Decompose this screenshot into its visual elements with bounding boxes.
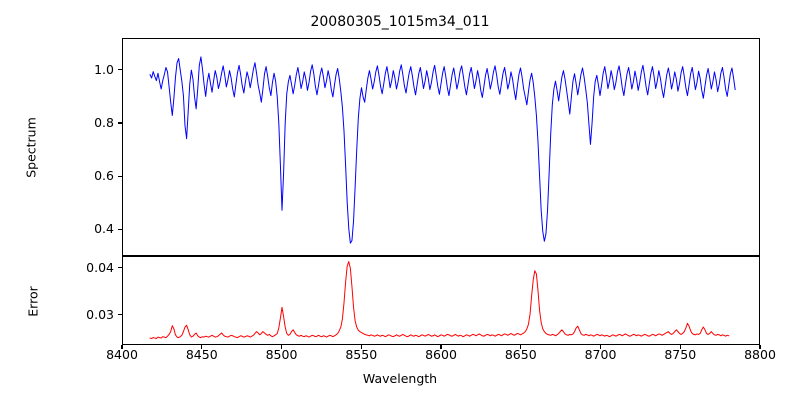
x-tick-label-wrap: 8400 bbox=[92, 347, 152, 363]
y-tickmark bbox=[118, 313, 122, 316]
error-y-axis-label: Error bbox=[25, 286, 41, 317]
spectrum-y-tick-label: 1.0 bbox=[94, 61, 114, 77]
y-tick-label-wrap: 0.03 bbox=[62, 306, 114, 322]
x-tick-label: 8500 bbox=[265, 347, 298, 362]
spectrum-y-tick-label: 0.6 bbox=[94, 168, 114, 184]
x-tickmark bbox=[679, 345, 681, 349]
x-tick-label: 8800 bbox=[744, 347, 776, 362]
x-tick-label: 8600 bbox=[425, 347, 457, 362]
spectrum-y-axis-label: Spectrum bbox=[23, 117, 39, 178]
spectrum-panel-line bbox=[150, 57, 735, 243]
x-tick-label-wrap: 8450 bbox=[172, 347, 232, 363]
x-tickmark bbox=[599, 345, 602, 349]
x-tick-label-wrap: 8600 bbox=[411, 347, 471, 363]
y-tickmark bbox=[118, 122, 122, 124]
y-tick-label-wrap: 0.8 bbox=[62, 115, 114, 131]
y-tick-label-wrap: 1.0 bbox=[62, 61, 114, 77]
x-tickmark bbox=[121, 345, 123, 349]
x-tick-label-wrap: 8700 bbox=[571, 347, 631, 363]
y-tickmark bbox=[118, 69, 122, 71]
x-tick-label: 8650 bbox=[504, 347, 537, 362]
y-tickmark bbox=[118, 228, 122, 230]
spectrum-y-tick-label: 0.8 bbox=[94, 115, 114, 131]
y-tick-label-wrap: 0.6 bbox=[62, 168, 114, 184]
y-tickmark bbox=[118, 267, 122, 269]
y-tick-label-wrap: 0.4 bbox=[62, 221, 114, 237]
error-y-tick-label: 0.03 bbox=[86, 306, 114, 322]
x-tick-label-wrap: 8500 bbox=[252, 347, 312, 363]
x-tickmark bbox=[440, 345, 442, 349]
x-tickmark bbox=[759, 345, 761, 349]
x-tick-label-wrap: 8750 bbox=[650, 347, 710, 363]
x-tick-label: 8450 bbox=[185, 347, 218, 362]
x-tick-label: 8750 bbox=[664, 347, 697, 362]
spectrum-plot-area bbox=[123, 39, 759, 255]
x-axis-label: Wavelength bbox=[362, 371, 438, 386]
x-tick-label: 8700 bbox=[584, 347, 617, 362]
x-tick-label-wrap: 8800 bbox=[730, 347, 790, 363]
spectrum-y-tick-label: 0.4 bbox=[94, 221, 114, 237]
x-tick-label: 8400 bbox=[106, 347, 138, 362]
error-panel-line bbox=[150, 262, 729, 339]
x-tickmark bbox=[201, 345, 203, 349]
y-tickmark bbox=[118, 175, 122, 177]
spectrum-panel bbox=[122, 38, 760, 256]
x-tick-label-wrap: 8650 bbox=[491, 347, 551, 363]
error-plot-area bbox=[123, 257, 759, 344]
x-tickmark bbox=[360, 345, 362, 349]
y-tick-label-wrap: 0.04 bbox=[62, 259, 114, 275]
x-tick-label-wrap: 8550 bbox=[331, 347, 391, 363]
x-tickmark bbox=[280, 345, 283, 349]
x-tickmark bbox=[520, 345, 522, 349]
error-y-tick-label: 0.04 bbox=[86, 259, 114, 275]
x-tick-label: 8550 bbox=[345, 347, 378, 362]
figure-title: 20080305_1015m34_011 bbox=[310, 14, 490, 30]
error-panel bbox=[122, 256, 760, 345]
